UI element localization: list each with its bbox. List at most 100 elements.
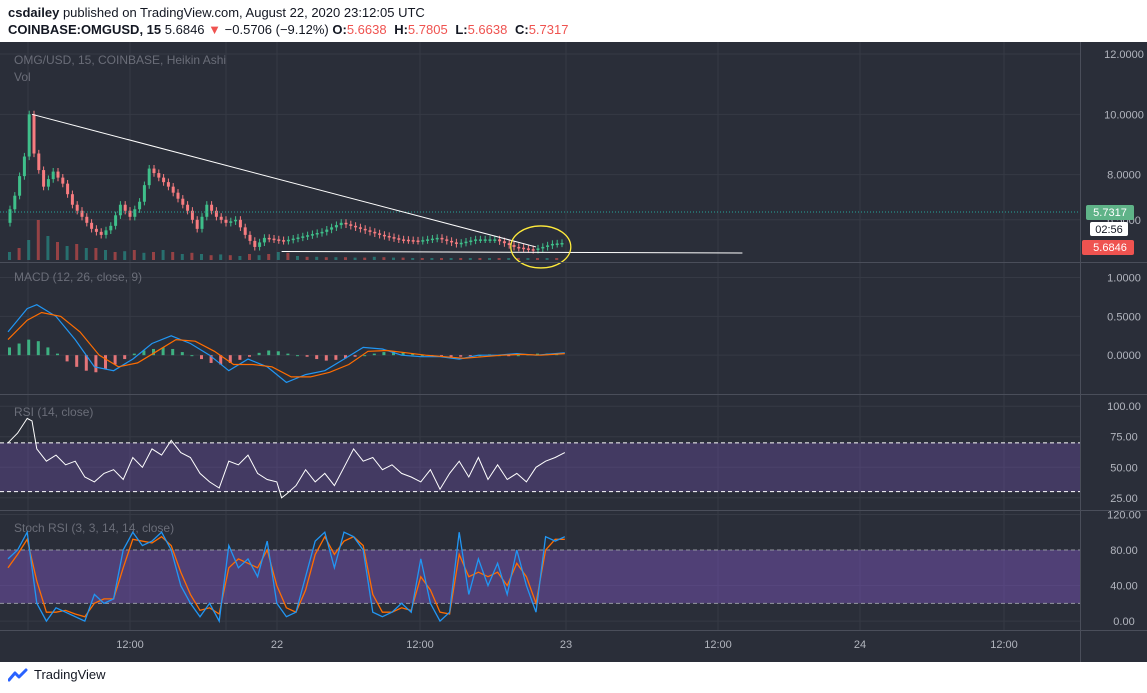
candle-body xyxy=(109,225,113,231)
volume-bar xyxy=(363,257,367,260)
tradingview-logo-icon[interactable] xyxy=(8,668,30,684)
chart-canvas[interactable]: OMG/USD, 15, COINBASE, Heikin Ashi Vol M… xyxy=(0,42,1147,662)
y-axis-tick-label: 25.00 xyxy=(1110,493,1138,505)
price-axis[interactable]: 12.000010.00008.00006.50001.00000.50000.… xyxy=(1104,49,1144,628)
macd-histogram-bar xyxy=(17,343,21,356)
candle-body xyxy=(315,232,319,235)
volume-bar xyxy=(324,257,328,260)
candle-body xyxy=(200,216,204,229)
macd-histogram-bar xyxy=(334,355,338,360)
macd-histogram-bar xyxy=(190,355,194,357)
volume-bar xyxy=(171,252,175,260)
candle-body xyxy=(75,204,79,211)
symbol-info: COINBASE:OMGUSD, 15 5.6846 ▼ −0.5706 (−9… xyxy=(8,22,572,37)
candle-body xyxy=(334,225,338,228)
y-axis-tick-label: 10.0000 xyxy=(1104,109,1144,121)
chart-title: OMG/USD, 15, COINBASE, Heikin Ashi xyxy=(14,53,226,67)
candle-body xyxy=(493,239,497,241)
rsi-pane[interactable]: RSI (14, close) xyxy=(0,405,1080,499)
candle-body xyxy=(387,236,391,238)
volume-bar xyxy=(27,240,31,260)
descending-trendline[interactable] xyxy=(31,113,537,248)
candle-body xyxy=(147,168,151,186)
stoch-rsi-pane[interactable]: Stoch RSI (3, 3, 14, 14, close) xyxy=(0,521,1080,624)
candle-body xyxy=(325,229,329,232)
volume-bar xyxy=(526,258,530,260)
x-axis-tick-label: 24 xyxy=(854,639,866,651)
macd-histogram xyxy=(8,339,559,373)
volume-bar xyxy=(449,258,453,260)
candle-body xyxy=(128,210,132,217)
volume-bar xyxy=(440,258,443,260)
volume-bar xyxy=(276,252,280,260)
macd-histogram-bar xyxy=(449,355,453,358)
candle-body xyxy=(219,216,223,220)
macd-histogram-bar xyxy=(401,352,405,356)
volume-bar xyxy=(84,248,88,260)
volume-bar xyxy=(123,251,127,260)
candle-body xyxy=(426,239,430,241)
y-axis-tick-label: 40.00 xyxy=(1110,581,1138,593)
candle-body xyxy=(368,230,372,232)
price-pane[interactable]: OMG/USD, 15, COINBASE, Heikin Ashi Vol xyxy=(0,53,1080,269)
candle-body xyxy=(363,228,367,231)
volume-bar xyxy=(152,252,155,260)
candle-body xyxy=(301,236,305,238)
volume-bar xyxy=(132,250,136,260)
macd-histogram-bar xyxy=(65,355,69,362)
published-text: published on TradingView.com, August 22,… xyxy=(62,5,425,20)
volume-bar xyxy=(516,258,520,260)
signal-line xyxy=(7,311,565,378)
macd-histogram-bar xyxy=(8,347,11,356)
macd-histogram-bar xyxy=(142,350,146,356)
brand-name[interactable]: TradingView xyxy=(34,667,106,682)
candle-body xyxy=(70,194,74,205)
macd-histogram-bar xyxy=(507,355,511,357)
candle-body xyxy=(411,240,415,242)
candle-body xyxy=(186,204,190,211)
candle-body xyxy=(445,239,449,241)
candle-body xyxy=(157,173,161,178)
macd-pane[interactable]: MACD (12, 26, close, 9) xyxy=(7,270,565,384)
candle-body xyxy=(18,176,22,196)
macd-histogram-bar xyxy=(315,355,319,360)
volume-bar xyxy=(8,252,11,260)
highlight-ellipse[interactable] xyxy=(510,225,572,269)
candle-body xyxy=(243,227,247,235)
price-change: −0.5706 (−9.12%) xyxy=(224,22,329,37)
time-axis[interactable]: 12:00 22 12:00 23 12:00 24 12:00 xyxy=(116,639,1018,651)
countdown-badge xyxy=(1090,222,1128,236)
macd-histogram-bar xyxy=(411,353,415,356)
author-name[interactable]: csdailey xyxy=(8,5,60,20)
candle-body xyxy=(46,179,50,187)
macd-histogram-bar xyxy=(104,355,107,370)
volume-bar xyxy=(305,256,309,260)
candle-body xyxy=(27,114,31,157)
x-axis-tick-label: 12:00 xyxy=(990,639,1018,651)
candle-body xyxy=(402,239,406,241)
volume-bar xyxy=(545,258,549,260)
candle-body xyxy=(80,210,84,217)
countdown-text: 02:56 xyxy=(1095,224,1123,236)
chart-background xyxy=(0,42,1147,662)
high-label: H: xyxy=(394,22,408,37)
macd-histogram-bar xyxy=(84,355,88,371)
candle-body xyxy=(526,248,530,250)
macd-histogram-bar xyxy=(152,348,155,356)
candle-body xyxy=(296,237,300,240)
candle-body xyxy=(330,227,334,230)
candle-body xyxy=(512,245,516,247)
symbol-label: COINBASE:OMGUSD, 15 xyxy=(8,22,162,37)
volume-bar xyxy=(430,258,434,260)
volume-bar xyxy=(17,248,21,260)
macd-histogram-bar xyxy=(228,355,232,363)
candle-body xyxy=(94,228,98,232)
candle-body xyxy=(478,239,482,241)
macd-histogram-bar xyxy=(161,347,165,356)
low-value: 5.6638 xyxy=(467,22,508,37)
candle-body xyxy=(118,204,122,216)
candle-body xyxy=(421,240,425,242)
volume-bar xyxy=(555,258,559,260)
macd-histogram-bar xyxy=(238,355,242,360)
volume-bar xyxy=(372,256,376,260)
